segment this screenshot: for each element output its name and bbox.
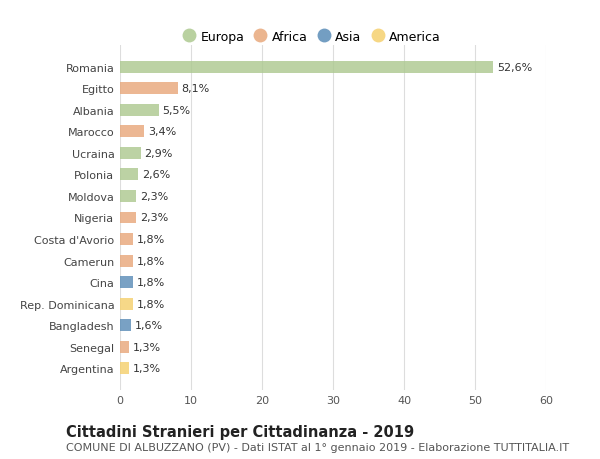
Text: 1,8%: 1,8% [136, 278, 164, 287]
Bar [120, 126, 144, 138]
Text: 2,3%: 2,3% [140, 191, 168, 202]
Text: 2,9%: 2,9% [144, 149, 173, 158]
Text: 1,8%: 1,8% [136, 299, 164, 309]
Text: 1,3%: 1,3% [133, 364, 161, 374]
Bar [120, 298, 133, 310]
Text: 1,6%: 1,6% [135, 320, 163, 330]
Bar [120, 277, 133, 288]
Text: COMUNE DI ALBUZZANO (PV) - Dati ISTAT al 1° gennaio 2019 - Elaborazione TUTTITAL: COMUNE DI ALBUZZANO (PV) - Dati ISTAT al… [66, 442, 569, 452]
Bar [120, 363, 129, 375]
Text: 8,1%: 8,1% [181, 84, 209, 94]
Text: 1,8%: 1,8% [136, 256, 164, 266]
Bar [120, 341, 129, 353]
Text: Cittadini Stranieri per Cittadinanza - 2019: Cittadini Stranieri per Cittadinanza - 2… [66, 425, 414, 440]
Text: 1,8%: 1,8% [136, 235, 164, 245]
Legend: Europa, Africa, Asia, America: Europa, Africa, Asia, America [181, 28, 443, 46]
Bar [120, 148, 140, 159]
Bar [120, 234, 133, 246]
Text: 5,5%: 5,5% [163, 106, 191, 116]
Bar [120, 212, 136, 224]
Text: 2,3%: 2,3% [140, 213, 168, 223]
Bar [120, 190, 136, 202]
Text: 3,4%: 3,4% [148, 127, 176, 137]
Text: 1,3%: 1,3% [133, 342, 161, 352]
Bar [120, 255, 133, 267]
Text: 52,6%: 52,6% [497, 62, 532, 73]
Text: 2,6%: 2,6% [142, 170, 170, 180]
Bar [120, 62, 493, 73]
Bar [120, 319, 131, 331]
Bar [120, 169, 139, 181]
Bar [120, 83, 178, 95]
Bar [120, 105, 159, 117]
